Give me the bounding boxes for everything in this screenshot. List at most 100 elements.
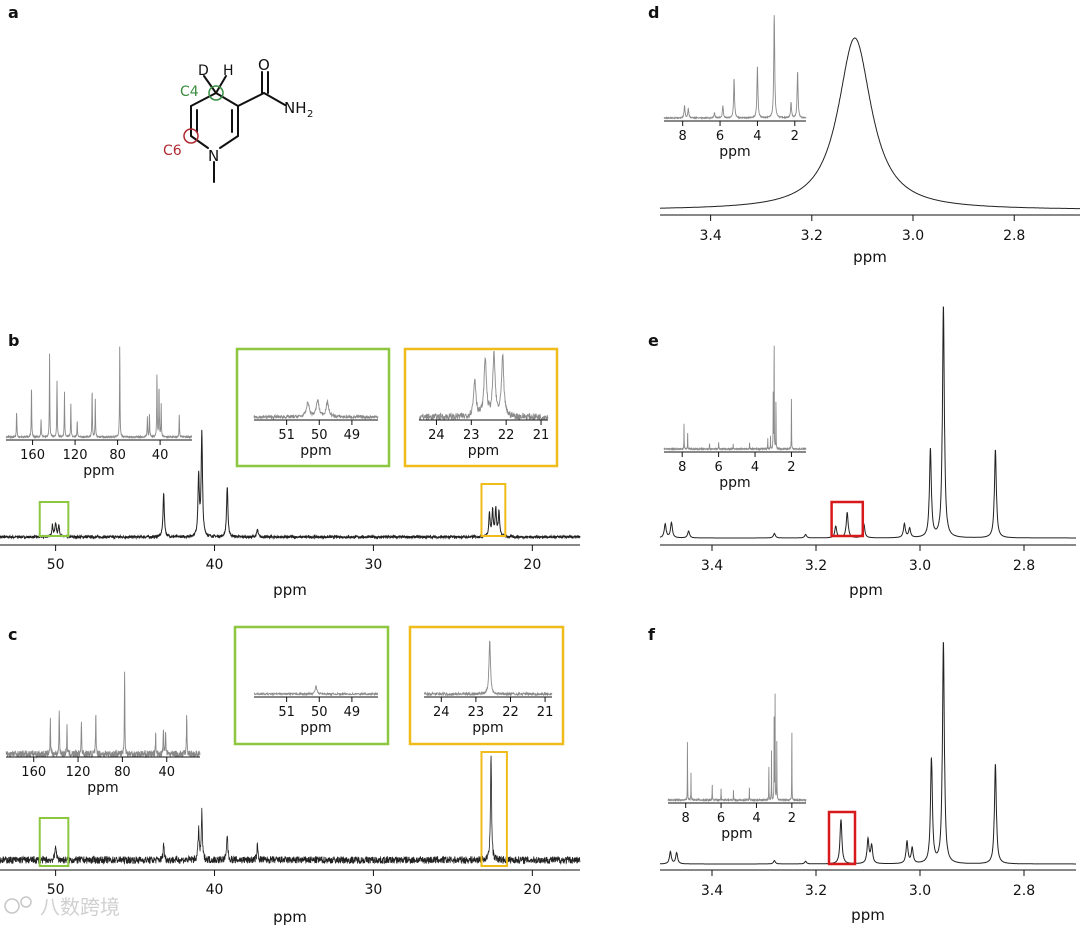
tick-label: 24 — [433, 705, 450, 720]
inset-x-axis-label: ppm — [87, 780, 118, 796]
tick-label: 8 — [679, 129, 687, 144]
red-highlight-box — [830, 500, 865, 538]
panel-label-a: a — [8, 3, 19, 22]
tick-label: 30 — [365, 882, 383, 898]
green-highlight-box — [38, 817, 70, 867]
panel-c-main-plot: 50 40 30 20 ppm — [0, 751, 581, 926]
inset-x-axis-label: ppm — [719, 144, 750, 160]
tick-label: 80 — [109, 448, 126, 463]
tick-label: 3.0 — [909, 558, 931, 574]
inset-trace — [5, 671, 201, 759]
panel-c-highlights — [38, 751, 508, 867]
inset-x-axis-label: ppm — [83, 463, 114, 479]
tick-label: 2 — [788, 811, 796, 826]
inset-trace — [663, 15, 807, 121]
tick-label: 21 — [537, 705, 554, 720]
tick-label: 4 — [753, 129, 761, 144]
tick-label: 2.8 — [1013, 883, 1035, 899]
panel-b-main-plot: 50 40 30 20 ppm — [0, 429, 581, 599]
inset-trace — [5, 346, 193, 440]
inset-trace — [418, 350, 549, 422]
tick-label: 22 — [502, 705, 519, 720]
inset-x-axis-label: ppm — [472, 720, 503, 736]
tick-label: 2 — [787, 460, 795, 475]
tick-label: 80 — [114, 765, 131, 780]
tick-label: 6 — [716, 129, 724, 144]
panel-e-highlights — [830, 500, 865, 538]
tick-label: 4 — [752, 811, 760, 826]
watermark: 八数跨境 — [4, 895, 120, 919]
c4-site-marker — [208, 85, 224, 101]
inset-trace — [663, 345, 807, 452]
site-label-c6: C6 — [163, 143, 182, 159]
tick-label: 8 — [682, 811, 690, 826]
tick-label: 22 — [498, 428, 515, 443]
inset-x-axis-label: ppm — [721, 826, 752, 842]
tick-label: 20 — [523, 557, 541, 573]
tick-label: 51 — [278, 705, 295, 720]
tick-label: 50 — [311, 705, 328, 720]
panel-d-spectrum: 3.4 3.2 3.0 2.8 ppm 8 6 4 2 ppm — [660, 15, 1080, 266]
panel-f-highlights — [827, 810, 857, 866]
panel-label-e: e — [648, 331, 659, 350]
atom-nh2: NH — [284, 99, 307, 117]
panel-c-trace — [0, 755, 581, 865]
tick-label: 8 — [678, 460, 686, 475]
yellow-inset-frame — [408, 625, 565, 746]
panel-f-trace — [660, 641, 1076, 865]
tick-label: 3.4 — [701, 558, 723, 574]
green-inset-frame — [235, 347, 391, 468]
tick-label: 23 — [463, 428, 480, 443]
tick-label: 6 — [717, 811, 725, 826]
atom-nh2-subscript: 2 — [307, 109, 313, 120]
molecule-structure: D H O NH 2 N C4 C6 — [163, 56, 313, 183]
tick-label: 49 — [344, 428, 361, 443]
tick-label: 3.0 — [909, 883, 931, 899]
inset-x-axis-label: ppm — [719, 475, 750, 491]
panel-b-inset-green: 51 50 49 ppm — [235, 347, 391, 468]
panel-f-spectrum: 3.4 3.2 3.0 2.8 ppm 8 6 4 2 ppm — [660, 641, 1076, 924]
panel-f-inset: 8 6 4 2 ppm — [667, 693, 807, 842]
atom-h: H — [223, 63, 234, 79]
tick-label: 24 — [428, 428, 445, 443]
yellow-highlight-box — [480, 751, 508, 867]
tick-label: 50 — [47, 882, 65, 898]
inset-x-axis-label: ppm — [300, 720, 331, 736]
panel-f-x-axis-label: ppm — [851, 906, 885, 924]
tick-label: 4 — [751, 460, 759, 475]
tick-label: 2.8 — [1003, 228, 1025, 244]
tick-label: 3.2 — [805, 883, 827, 899]
panel-label-c: c — [8, 625, 17, 644]
panel-c-inset-green: 51 50 49 ppm — [233, 625, 390, 746]
tick-label: 120 — [66, 765, 91, 780]
tick-label: 6 — [714, 460, 722, 475]
panel-label-b: b — [8, 331, 19, 350]
panel-b-highlights — [38, 483, 507, 537]
panel-d-trace — [660, 37, 1080, 210]
tick-label: 3.0 — [902, 228, 924, 244]
tick-label: 21 — [533, 428, 550, 443]
tick-label: 160 — [21, 765, 46, 780]
inset-trace — [253, 684, 379, 697]
watermark-logo-icon-2 — [20, 896, 32, 908]
panel-b-inset-full: 160 120 80 40 ppm — [5, 346, 193, 479]
c6-site-marker — [183, 128, 199, 144]
inset-trace — [253, 398, 379, 421]
panel-label-d: d — [648, 3, 659, 22]
tick-label: 3.4 — [699, 228, 721, 244]
inset-trace — [423, 640, 553, 697]
panel-d-inset: 8 6 4 2 ppm — [663, 15, 807, 160]
panel-c-inset-yellow: 24 23 22 21 ppm — [408, 625, 565, 746]
tick-label: 160 — [20, 448, 45, 463]
green-highlight-box — [38, 501, 70, 537]
tick-label: 3.2 — [805, 558, 827, 574]
inset-trace — [667, 693, 807, 803]
panel-c-x-ticks: 50 40 30 20 — [47, 870, 541, 898]
panel-e-spectrum: 3.4 3.2 3.0 2.8 ppm 8 6 4 2 ppm — [659, 306, 1076, 599]
tick-label: 20 — [523, 882, 541, 898]
panel-e-trace — [659, 306, 1076, 539]
panel-label-f: f — [648, 625, 656, 644]
atom-n: N — [208, 147, 219, 165]
